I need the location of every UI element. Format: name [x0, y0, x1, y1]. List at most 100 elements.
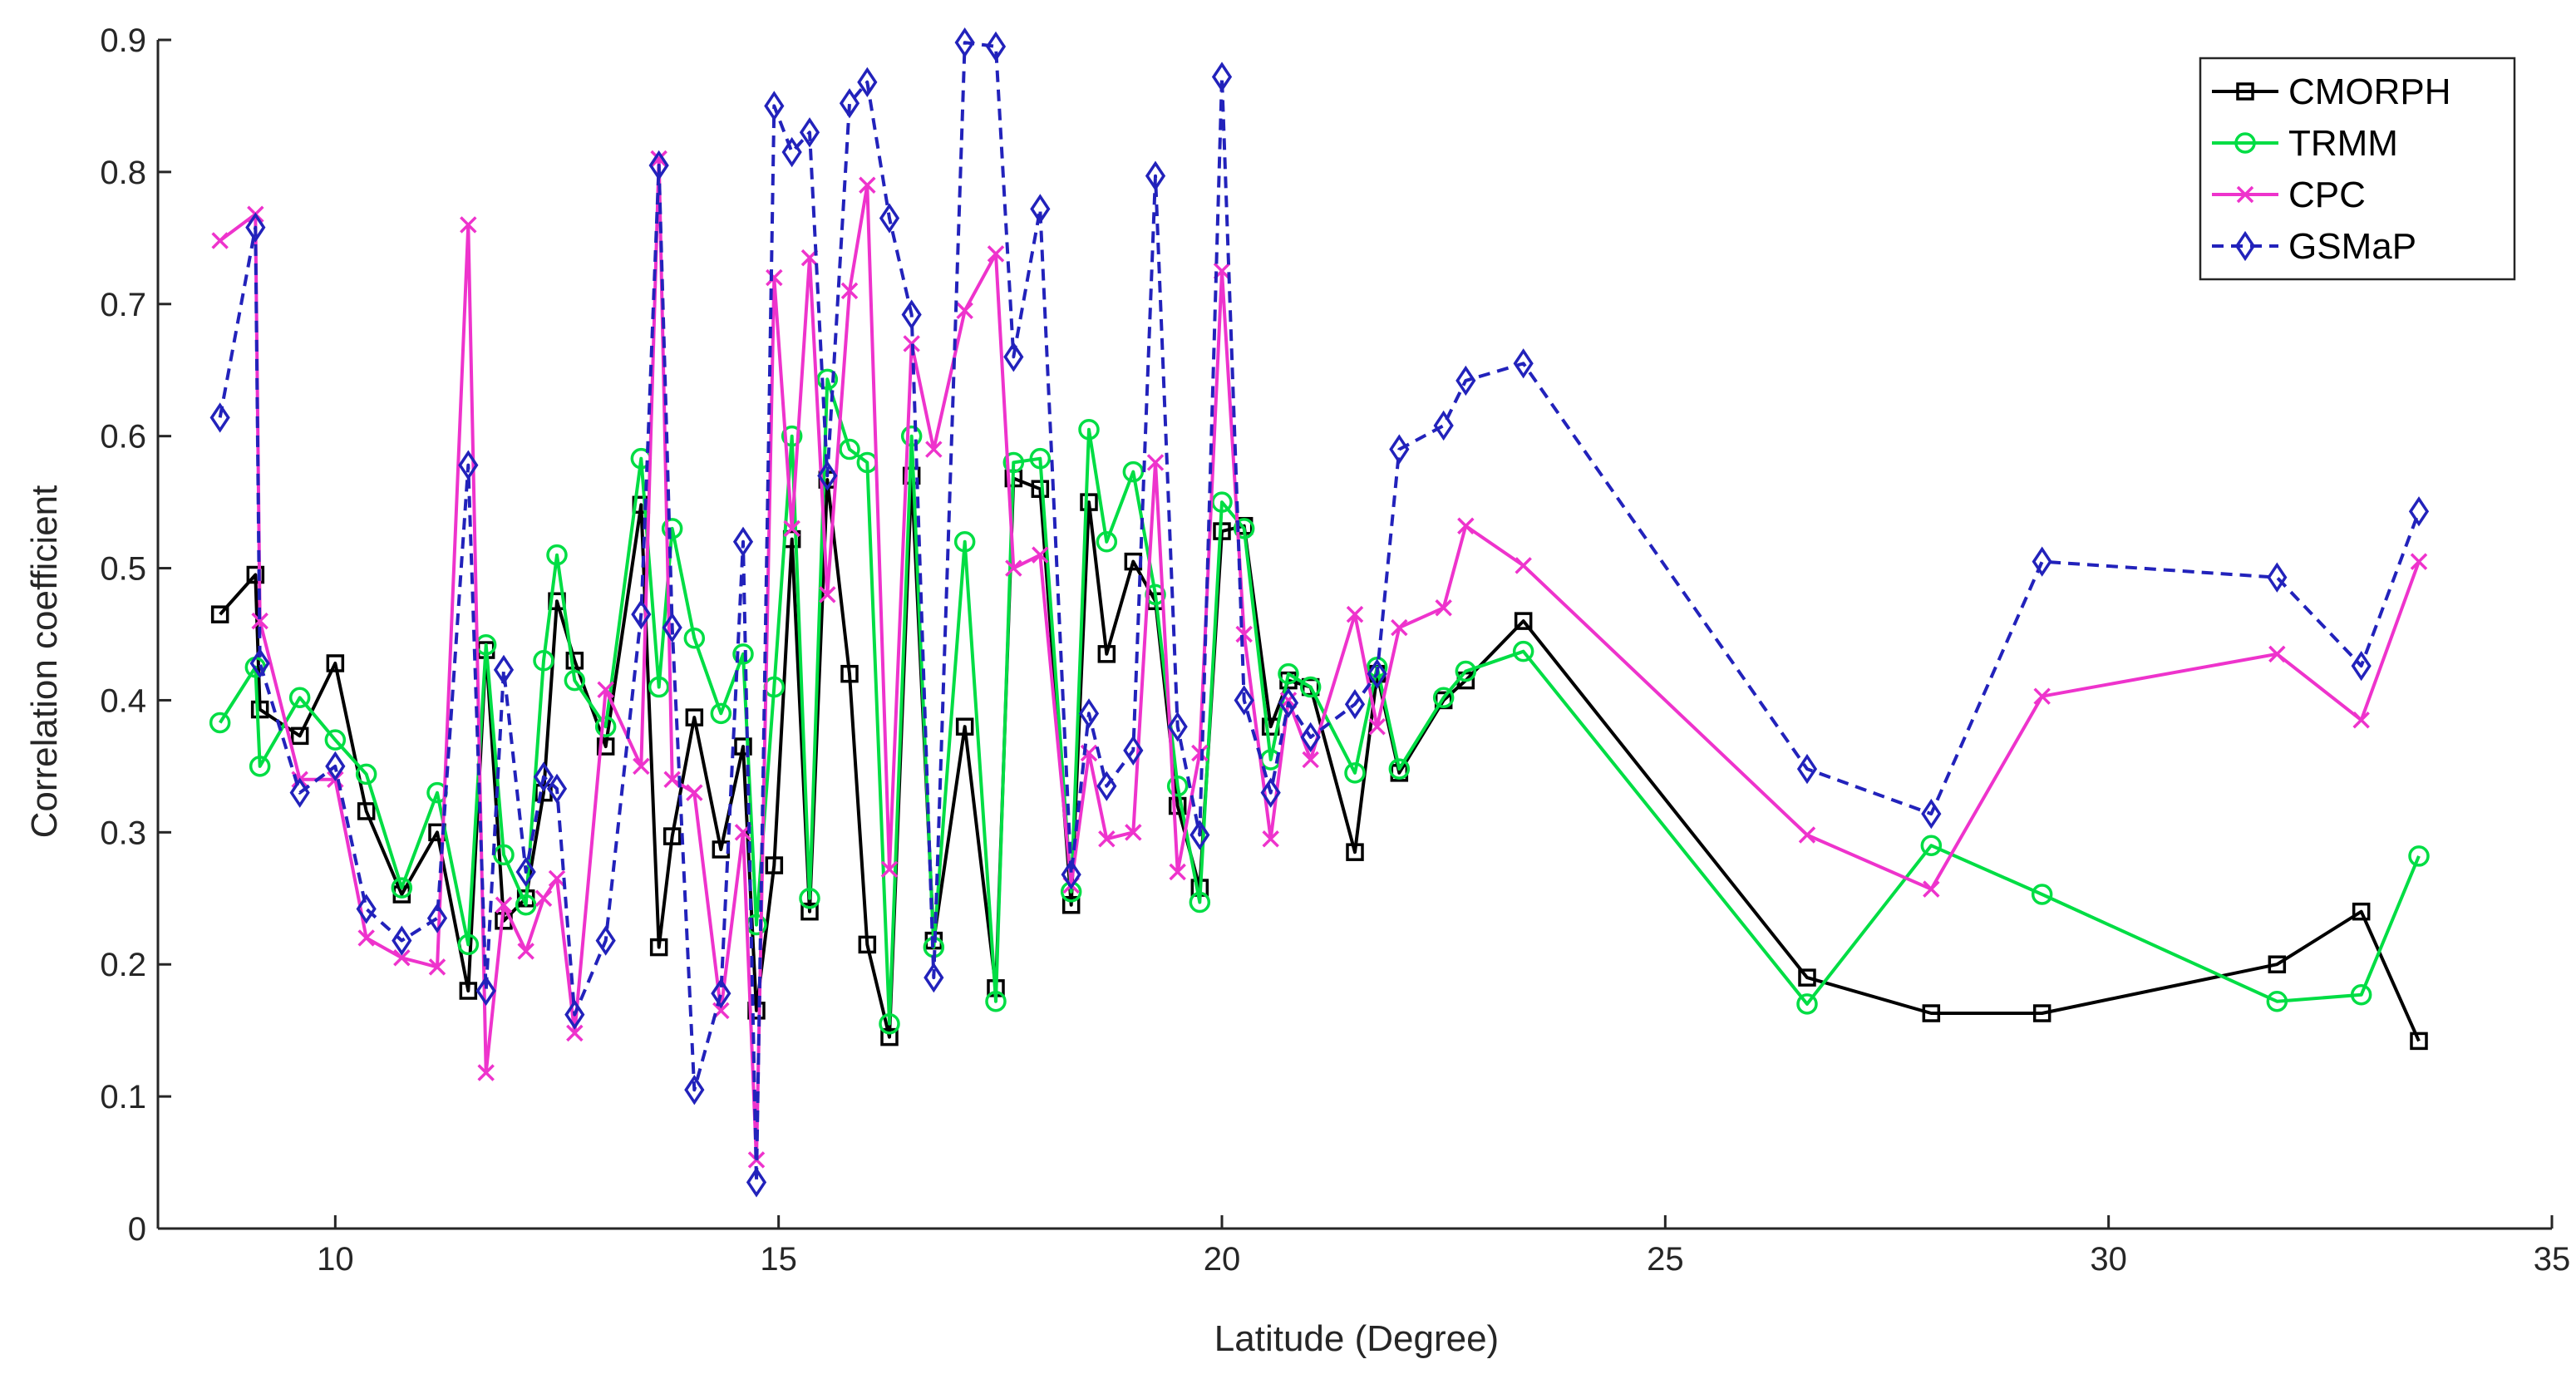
data-point-gsmap: [648, 150, 669, 181]
data-point-cpc: [1169, 863, 1186, 881]
y-tick-label: 0.5: [100, 551, 146, 588]
data-point-cpc: [1368, 717, 1386, 736]
data-point-trmm: [1278, 662, 1299, 685]
data-point-gsmap: [458, 450, 479, 480]
data-point-cpc: [1005, 559, 1022, 577]
data-point-trmm: [1455, 660, 1477, 682]
data-point-cpc: [1515, 557, 1532, 574]
data-point-gsmap: [924, 962, 944, 993]
data-point-trmm: [879, 1012, 900, 1035]
data-point-cpc: [956, 302, 973, 319]
data-point-cmorph: [1080, 493, 1098, 511]
data-point-cpc: [211, 232, 229, 249]
data-point-cpc: [393, 949, 411, 967]
legend-marker: [2236, 82, 2254, 101]
y-tick-label: 0.1: [100, 1079, 146, 1115]
data-point-trmm: [457, 933, 480, 956]
data-point-cmorph: [800, 902, 819, 921]
data-point-cpc: [1923, 880, 1940, 898]
data-point-cpc: [686, 784, 703, 801]
data-point-trmm: [1920, 835, 1943, 856]
data-point-gsmap: [1455, 365, 1476, 396]
x-tick-label: 15: [760, 1241, 797, 1278]
data-point-trmm: [288, 687, 311, 709]
data-point-cpc: [548, 869, 566, 888]
data-point-cpc: [517, 943, 534, 960]
x-tick-label: 20: [1204, 1241, 1241, 1278]
legend-entry-cpc: CPC: [2212, 175, 2366, 215]
data-point-gsmap: [533, 761, 554, 792]
data-point-trmm: [515, 894, 537, 916]
y-tick-label: 0: [128, 1211, 146, 1248]
data-point-cmorph: [1514, 612, 1533, 630]
data-point-cpc: [1191, 744, 1209, 762]
data-point-gsmap: [1921, 798, 1942, 830]
y-tick-label: 0.3: [100, 815, 146, 851]
data-point-cpc: [1346, 605, 1364, 623]
series-trmm: [209, 368, 2430, 1035]
data-point-trmm: [355, 763, 377, 785]
data-point-gsmap: [426, 903, 448, 933]
legend-label: CMORPH: [2288, 71, 2451, 112]
data-point-gsmap: [1344, 689, 1366, 720]
series-gsmap: [209, 27, 2430, 1198]
data-point-cpc: [903, 335, 920, 352]
legend-entry-cmorph: CMORPH: [2212, 71, 2451, 112]
data-point-cmorph: [2032, 1004, 2051, 1022]
data-point-trmm: [2266, 990, 2288, 1012]
data-point-gsmap: [249, 648, 270, 679]
data-point-trmm: [781, 425, 803, 447]
data-point-gsmap: [325, 751, 346, 782]
data-point-cmorph: [250, 700, 269, 719]
y-tick-label: 0.8: [100, 155, 146, 191]
data-point-gsmap: [564, 999, 585, 1030]
legend-marker: [2234, 132, 2256, 154]
legend-marker: [2236, 185, 2254, 204]
data-point-gsmap: [1234, 685, 1254, 716]
data-point-cmorph: [210, 605, 229, 623]
data-point-cmorph: [357, 802, 376, 820]
data-point-gsmap: [732, 526, 754, 557]
data-point-cpc: [650, 150, 667, 168]
y-tick-label: 0.2: [100, 947, 146, 983]
data-point-cmorph: [685, 708, 704, 726]
data-point-cmorph: [1346, 843, 1364, 861]
series-line-cpc: [219, 157, 2421, 1162]
data-point-cpc: [251, 612, 268, 630]
data-point-gsmap: [546, 773, 568, 805]
data-point-trmm: [546, 544, 568, 566]
data-point-cmorph: [1168, 796, 1187, 815]
data-point-cpc: [2268, 645, 2286, 663]
data-point-cpc: [1098, 830, 1116, 848]
data-point-cmorph: [459, 982, 478, 1000]
data-point-trmm: [1796, 993, 1818, 1015]
data-point-gsmap: [746, 1167, 767, 1198]
series-cmorph: [210, 466, 2428, 1051]
data-point-cmorph: [2410, 1032, 2428, 1051]
data-point-cmorph: [880, 1027, 899, 1047]
data-point-cpc: [1125, 824, 1142, 841]
data-point-gsmap: [1167, 712, 1188, 742]
data-point-gsmap: [1003, 342, 1024, 372]
data-point-cpc: [1279, 692, 1298, 709]
data-point-cpc: [597, 681, 614, 698]
data-point-gsmap: [799, 117, 820, 148]
data-point-cpc: [663, 771, 681, 789]
data-point-gsmap: [781, 136, 802, 168]
x-tick-label: 30: [2090, 1241, 2127, 1278]
data-point-cmorph: [765, 856, 784, 874]
data-point-gsmap: [711, 978, 731, 1009]
y-tick-label: 0.7: [100, 287, 146, 323]
y-tick-label: 0.4: [100, 682, 146, 719]
data-point-trmm: [648, 676, 670, 698]
data-point-cmorph: [1301, 677, 1320, 697]
data-point-trmm: [594, 716, 617, 737]
data-point-trmm: [816, 368, 839, 391]
data-point-cmorph: [596, 737, 615, 756]
data-point-trmm: [1002, 451, 1025, 474]
y-axis-label: Correlation coefficient: [24, 485, 65, 839]
data-point-cpc: [766, 268, 783, 287]
data-point-cmorph: [246, 565, 265, 584]
data-point-cpc: [783, 520, 800, 538]
